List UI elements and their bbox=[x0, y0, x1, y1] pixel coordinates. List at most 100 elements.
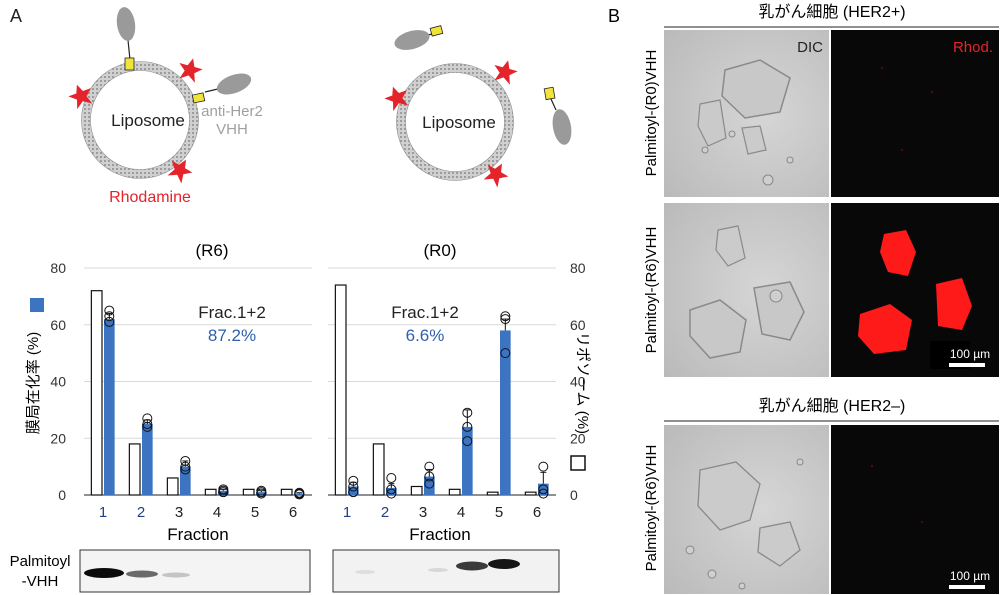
annotation-value: 6.6% bbox=[406, 326, 445, 345]
y-tick-label: 0 bbox=[58, 487, 66, 503]
bar-open bbox=[204, 488, 217, 496]
x-axis-label-r6: Fraction bbox=[167, 525, 228, 544]
data-point bbox=[500, 314, 511, 325]
blot-label: Palmitoyl bbox=[10, 553, 71, 570]
data-point bbox=[218, 484, 229, 495]
x-tick-label: 1 bbox=[99, 504, 107, 521]
bar-filled bbox=[294, 493, 305, 495]
x-tick-label: 2 bbox=[137, 504, 145, 521]
bar-open bbox=[486, 491, 499, 496]
bar-open bbox=[334, 284, 347, 496]
row-label-r0: Palmitoyl-(R0)VHH bbox=[643, 50, 660, 177]
rhod-label: Rhod. bbox=[953, 39, 993, 56]
data-point bbox=[386, 484, 397, 495]
rhodamine-star-icon bbox=[179, 58, 203, 83]
chart-title-r0: (R0) bbox=[423, 241, 456, 260]
bar-filled bbox=[218, 490, 229, 495]
dic-label: DIC bbox=[797, 39, 823, 56]
rhodamine-star-icon bbox=[68, 84, 93, 110]
y-tick-label: 20 bbox=[570, 430, 586, 446]
data-point bbox=[500, 311, 511, 322]
x-tick-label: 4 bbox=[457, 504, 465, 521]
liposome-diagram-r0: Liposome bbox=[384, 25, 572, 188]
y-tick-label: 80 bbox=[570, 260, 586, 276]
x-tick-label: 6 bbox=[289, 504, 297, 521]
bar-filled bbox=[256, 492, 267, 495]
bar-open bbox=[372, 443, 385, 496]
blot-label: -VHH bbox=[22, 573, 59, 590]
data-point bbox=[424, 478, 435, 489]
data-point bbox=[142, 419, 153, 430]
y-tick-label: 40 bbox=[50, 374, 66, 390]
data-point bbox=[348, 481, 359, 492]
scale-bar-label: 100 µm bbox=[950, 569, 990, 583]
rhod-image-r6 bbox=[831, 203, 999, 377]
scale-bar bbox=[949, 363, 985, 367]
rhod-image-r0 bbox=[831, 30, 999, 197]
data-point bbox=[104, 305, 115, 316]
data-point bbox=[538, 488, 549, 499]
x-tick-label: 3 bbox=[419, 504, 427, 521]
y-tick-label: 80 bbox=[50, 260, 66, 276]
rhodamine-star-icon bbox=[494, 60, 518, 85]
bar-filled bbox=[462, 426, 473, 495]
bar-filled bbox=[500, 330, 511, 495]
rhodamine-label: Rhodamine bbox=[109, 189, 191, 206]
header-her2-negative: 乳がん細胞 (HER2–) bbox=[759, 397, 906, 415]
rhodamine-star-icon bbox=[483, 163, 509, 188]
western-blot-r0 bbox=[332, 549, 560, 593]
data-point bbox=[538, 484, 549, 495]
vhh-icon bbox=[394, 25, 444, 50]
bar-filled bbox=[386, 487, 397, 495]
row-label-r6: Palmitoyl-(R6)VHH bbox=[643, 227, 660, 354]
x-tick-label: 5 bbox=[251, 504, 259, 521]
liposome-diagram-r6: Liposome anti-Her2 VHH Rhodamine bbox=[68, 7, 263, 206]
annotation-title: Frac.1+2 bbox=[391, 303, 459, 322]
vhh-icon bbox=[543, 86, 572, 145]
y-tick-label: 20 bbox=[50, 430, 66, 446]
legend-swatch-filled bbox=[30, 298, 44, 312]
y-tick-label: 60 bbox=[570, 317, 586, 333]
data-point bbox=[348, 475, 359, 486]
y-axis-right-label: リポソーム (%) bbox=[574, 332, 591, 434]
rhod-image-r6-her2neg bbox=[831, 425, 999, 594]
data-point bbox=[386, 472, 397, 483]
data-point bbox=[104, 311, 115, 322]
vhh-icon bbox=[191, 73, 252, 104]
liposome-membrane bbox=[396, 63, 514, 181]
panel-a-label: A bbox=[10, 6, 22, 26]
rhodamine-star-icon bbox=[167, 159, 193, 184]
scale-bar bbox=[949, 585, 985, 589]
x-tick-label: 3 bbox=[175, 504, 183, 521]
dic-image-r6 bbox=[664, 203, 829, 377]
x-tick-label: 1 bbox=[343, 504, 351, 521]
x-tick-label: 4 bbox=[213, 504, 221, 521]
panel-b-label: B bbox=[608, 6, 620, 26]
annotation-value: 87.2% bbox=[208, 326, 256, 345]
data-point bbox=[424, 471, 435, 482]
data-point bbox=[180, 455, 191, 466]
bar-chart-r0: 0 20 40 60 80 1 2 3 4 5 6 Frac.1+2 6.6% bbox=[328, 260, 586, 521]
data-point bbox=[348, 487, 359, 498]
y-tick-label: 0 bbox=[570, 487, 578, 503]
x-axis-label-r0: Fraction bbox=[409, 525, 470, 544]
data-point bbox=[462, 407, 473, 418]
annotation-title: Frac.1+2 bbox=[198, 303, 266, 322]
chart-title-r6: (R6) bbox=[195, 241, 228, 260]
bar-open bbox=[166, 477, 179, 496]
vhh-label: VHH bbox=[216, 121, 248, 138]
bar-filled bbox=[104, 319, 115, 495]
vhh-label: anti-Her2 bbox=[201, 103, 263, 120]
x-tick-label: 2 bbox=[381, 504, 389, 521]
y-axis-left-label: 膜局在化率 (%) bbox=[25, 332, 42, 435]
data-point bbox=[142, 413, 153, 424]
y-tick-label: 40 bbox=[570, 374, 586, 390]
bar-filled bbox=[424, 476, 435, 495]
bar-filled bbox=[180, 466, 191, 495]
bar-open bbox=[90, 290, 103, 496]
liposome-membrane bbox=[81, 61, 199, 179]
legend-swatch-open bbox=[570, 455, 586, 471]
data-point bbox=[500, 348, 511, 359]
